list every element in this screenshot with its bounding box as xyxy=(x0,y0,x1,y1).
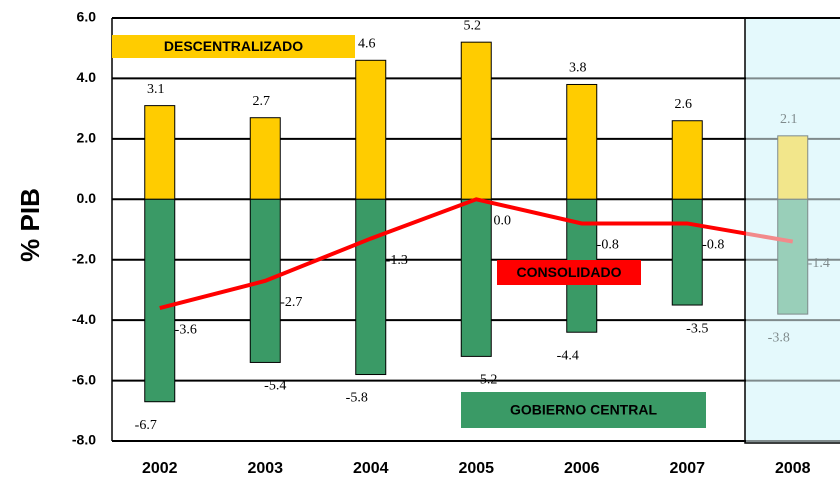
value-label: -1.3 xyxy=(386,253,408,268)
value-label: 0.0 xyxy=(494,214,512,229)
value-label: -2.7 xyxy=(280,295,302,310)
bar xyxy=(460,198,492,357)
bar xyxy=(144,105,176,200)
value-label: -5.4 xyxy=(264,379,286,394)
y-tick-label: -2.0 xyxy=(72,250,96,266)
legend-label: CONSOLIDADO xyxy=(517,264,622,280)
y-axis-label: % PIB xyxy=(15,188,45,262)
y-tick-label: -8.0 xyxy=(72,432,96,448)
x-tick-label: 2007 xyxy=(669,460,705,477)
legend-box xyxy=(112,35,355,58)
value-label: 2.7 xyxy=(253,94,271,109)
y-tick-label: 6.0 xyxy=(77,9,97,25)
bar xyxy=(355,198,387,376)
x-tick-label: 2002 xyxy=(142,460,178,477)
legend-box xyxy=(461,392,706,428)
bar xyxy=(671,120,703,200)
value-label: -4.4 xyxy=(557,348,579,363)
value-label: 4.6 xyxy=(358,37,376,52)
bar xyxy=(355,59,387,200)
y-tick-label: 0.0 xyxy=(77,190,97,206)
y-tick-label: 4.0 xyxy=(77,69,97,85)
value-label: 3.1 xyxy=(147,82,165,97)
legend-label: GOBIERNO CENTRAL xyxy=(510,402,657,418)
bar xyxy=(460,41,492,200)
value-label: -0.8 xyxy=(702,238,724,253)
x-tick-label: 2005 xyxy=(458,460,494,477)
value-label: -5.8 xyxy=(346,391,368,406)
bar xyxy=(671,198,703,306)
value-label: 2.6 xyxy=(675,97,693,112)
bar xyxy=(249,117,281,200)
y-tick-label: -4.0 xyxy=(72,311,96,327)
value-label: 3.8 xyxy=(569,61,587,76)
x-tick-label: 2004 xyxy=(353,460,389,477)
value-label: -5.2 xyxy=(475,373,497,388)
value-label: 5.2 xyxy=(464,18,482,33)
bar xyxy=(144,198,176,403)
x-tick-label: 2006 xyxy=(564,460,600,477)
y-tick-label: 2.0 xyxy=(77,130,97,146)
legend-box xyxy=(497,260,641,285)
value-label: -3.5 xyxy=(686,321,708,336)
x-tick-label: 2008 xyxy=(775,460,811,477)
y-tick-label: -6.0 xyxy=(72,371,96,387)
x-tick-label: 2003 xyxy=(247,460,283,477)
value-label: -3.6 xyxy=(175,322,197,337)
line xyxy=(159,197,794,310)
value-label: -0.8 xyxy=(597,238,619,253)
shaded-overlay xyxy=(746,19,840,442)
legend-label: DESCENTRALIZADO xyxy=(164,38,303,54)
bar xyxy=(566,83,598,200)
value-label: -6.7 xyxy=(135,418,157,433)
